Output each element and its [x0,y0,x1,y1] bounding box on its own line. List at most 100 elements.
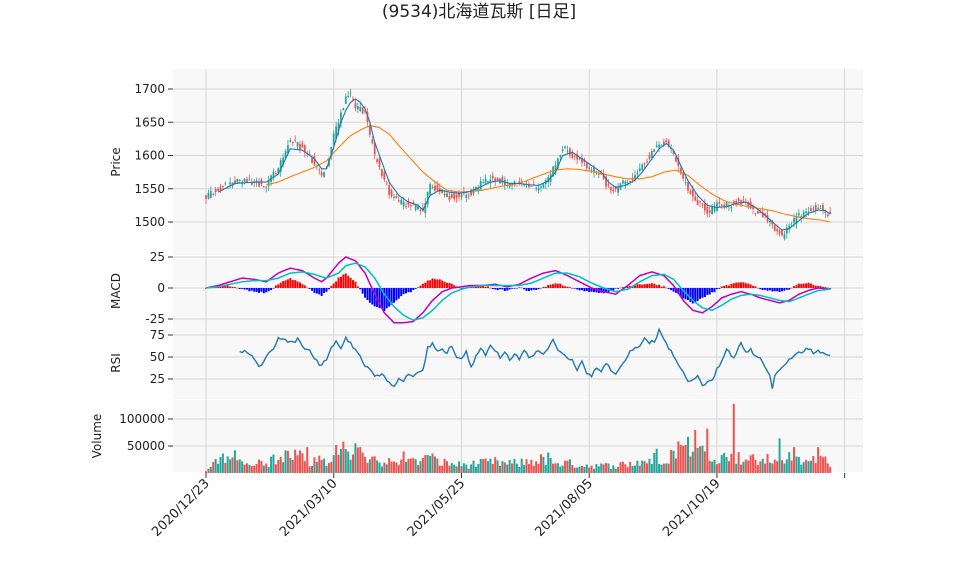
macd-histogram-bar [236,287,239,289]
volume-bar [431,453,434,473]
volume-bar [754,459,757,473]
macd-histogram-bar [609,288,612,291]
volume-bar [209,466,212,473]
macd-histogram-bar [298,282,301,288]
volume-bar [576,467,579,473]
candle-body [660,144,663,146]
volume-bar [614,468,617,473]
candle-body [467,195,470,197]
volume-bar [248,464,251,473]
macd-histogram-bar [532,288,535,290]
candle-body [207,192,210,199]
volume-bar [740,464,743,473]
volume-bar [696,447,699,473]
macd-histogram-bar [511,288,514,289]
volume-bar [207,468,210,473]
candle-body [826,214,829,217]
volume-bar [624,464,627,473]
candle-body [742,200,745,203]
candle-body [684,182,687,184]
candle-body [267,180,270,187]
volume-bar [282,462,285,473]
price-panel-bg [173,69,863,255]
candle-body [638,168,641,171]
macd-histogram-bar [580,288,583,290]
macd-histogram-bar [821,286,824,288]
macd-histogram-bar [390,288,393,305]
macd-histogram-bar [364,288,367,298]
candle-body [224,183,227,185]
volume-bar [241,461,244,473]
candle-body [528,184,530,187]
macd-histogram-bar [274,285,277,288]
candle-body [805,211,807,214]
volume-y-axis-label: Volume [90,414,104,459]
rsi-y-axis-label: RSI [109,353,123,373]
macd-histogram-bar [431,278,434,288]
candle-body [756,211,759,214]
candle-body [569,148,571,155]
macd-histogram-bar [800,283,803,288]
volume-bar [780,460,783,473]
macd-histogram-bar [412,288,415,290]
macd-histogram-bar [732,283,735,288]
volume-bar [665,463,668,473]
candle-body [246,179,248,183]
candle-body [706,206,709,214]
candle-body [711,207,713,215]
macd-histogram-bar [347,275,350,288]
volume-bar [462,463,465,473]
macd-histogram-bar [323,288,326,293]
volume-y-tick-label: 100000 [119,412,165,426]
candle-body [209,190,212,198]
candle-body [332,133,335,145]
macd-histogram-bar [421,283,424,288]
candle-body [520,181,523,183]
macd-histogram-bar [795,285,798,288]
candle-body [308,153,311,156]
macd-histogram-bar [373,288,376,307]
volume-bar [617,467,620,473]
x-tick-label: 2021/03/10 [277,476,341,540]
macd-histogram-bar [773,288,776,292]
macd-histogram-bar [617,288,620,289]
macd-histogram-bar [248,288,251,292]
macd-histogram-bar [785,288,788,290]
macd-histogram-bar [270,288,273,291]
volume-bar [824,456,827,473]
candle-body [291,142,294,143]
candle-body [812,208,815,210]
volume-bar [424,455,427,473]
volume-bar [554,463,557,473]
volume-bar [332,455,335,473]
volume-bar [776,461,779,473]
x-tick-label: 2021/10/19 [660,476,724,540]
macd-panel-bg [173,256,863,326]
macd-histogram-bar [812,284,815,288]
candle-body [402,201,405,207]
candle-body [234,180,236,185]
volume-bar [405,461,408,473]
macd-y-tick-label: 0 [157,281,165,295]
candle-body [393,196,395,198]
candle-body [274,173,277,175]
candle-body [248,179,251,181]
volume-bar [633,465,636,473]
candle-body [554,165,557,174]
macd-histogram-bar [489,287,492,289]
candle-body [646,161,648,163]
macd-histogram-bar [513,288,516,289]
volume-bar [826,463,829,473]
macd-histogram-bar [448,282,451,288]
candle-body [330,146,333,157]
candle-body [424,202,427,214]
volume-bar [559,466,562,473]
candle-body [371,139,374,144]
candle-body [829,211,832,215]
volume-bar [829,467,832,473]
candle-body [641,164,644,170]
macd-histogram-bar [648,283,651,288]
candle-body [265,186,268,188]
macd-histogram-bar [221,286,224,288]
candle-body [337,122,340,132]
